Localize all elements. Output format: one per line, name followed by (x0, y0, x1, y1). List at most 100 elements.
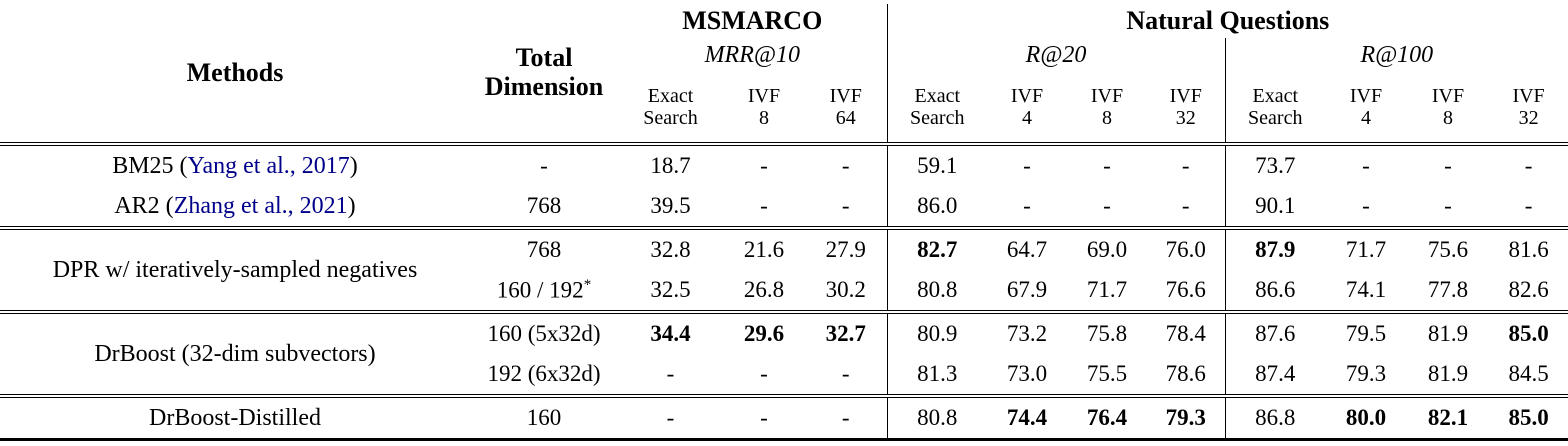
metric-value: 74.4 (987, 394, 1068, 440)
metric-value: 81.6 (1489, 226, 1568, 270)
method-name: BM25 (Yang et al., 2017) (0, 142, 470, 186)
metric-value: - (1067, 142, 1148, 186)
metric-value: 59.1 (886, 142, 988, 186)
metric-value: 26.8 (743, 277, 785, 302)
total-dimension-value: 160 (5x32d) (470, 310, 618, 354)
metric-value: 27.9 (805, 226, 888, 270)
metric-value: - (841, 361, 850, 386)
metric-value: 75.8 (1067, 310, 1148, 354)
col-header-r20-ivf-4: IVF 4 (1010, 84, 1044, 129)
metric-value: 90.1 (1224, 186, 1326, 228)
col-header-r20-ivf-32: IVF 32 (1169, 84, 1202, 129)
metric-value: 82.1 (1407, 394, 1490, 440)
metric-value: - (1147, 142, 1226, 186)
metric-value: 79.3 (1147, 394, 1226, 440)
total-dimension-value: 160 / 192* (496, 276, 592, 303)
metric-value: 21.6 (723, 226, 805, 270)
metric-value: 86.0 (886, 186, 988, 228)
metric-value: 78.6 (1165, 361, 1206, 386)
nq-group-header: Natural Questions (886, 4, 1568, 38)
metric-value: 85.0 (1489, 394, 1568, 440)
metric-value: 87.6 (1224, 310, 1326, 354)
metric-value: - (666, 361, 675, 386)
metric-value: 29.6 (723, 310, 805, 354)
total-dimension-line1: Total (515, 43, 573, 73)
metric-value: - (618, 394, 723, 440)
metric-value: - (1489, 142, 1568, 186)
metric-value: 69.0 (1067, 226, 1148, 270)
metric-value: - (760, 361, 768, 386)
metric-value: - (723, 142, 805, 186)
mrr10-metric-header: MRR@10 (704, 41, 800, 68)
table-row-dpr-768: DPR w/ iteratively-sampled negatives 768… (0, 226, 1568, 312)
metric-value: 80.8 (886, 394, 988, 440)
table-row-bm25: BM25 (Yang et al., 2017) - 18.7 - - 59.1… (0, 142, 1568, 186)
metric-value: 32.5 (650, 277, 691, 302)
metric-value: 82.7 (886, 226, 988, 270)
table-row-drboost-192: 192 (6x32d) - - - 81.3 73.0 75.5 78.6 87… (0, 354, 1568, 396)
metric-value: 32.8 (618, 226, 723, 270)
metric-value: 64.7 (987, 226, 1068, 270)
metric-value: 81.3 (886, 354, 988, 396)
method-name: DPR w/ iteratively-sampled negatives (0, 226, 470, 312)
table-row-dpr-160: 160 / 192* 32.5 26.8 30.2 80.8 67.9 71.7… (0, 270, 1568, 312)
metric-value: - (987, 142, 1068, 186)
metric-value: 73.2 (987, 310, 1068, 354)
total-dimension-header: Total Dimension (470, 4, 618, 144)
col-header-r20-ivf-8: IVF 8 (1090, 84, 1124, 129)
metric-value: 86.6 (1224, 270, 1326, 312)
metric-value: 76.4 (1067, 394, 1148, 440)
header-metric-row: MRR@10 R@20 R@100 (0, 38, 1568, 72)
metric-value: 77.8 (1427, 277, 1469, 302)
citation-link-yang-2017[interactable]: Yang et al., 2017 (187, 152, 350, 179)
footnote-marker: * (583, 276, 592, 293)
r20-metric-header: R@20 (886, 38, 1226, 72)
metric-value: 71.7 (1325, 226, 1408, 270)
method-name: AR2 (Zhang et al., 2021) (114, 192, 356, 219)
methods-header: Methods (186, 57, 284, 87)
total-dimension-value: 768 (470, 226, 618, 270)
metric-value: - (1023, 193, 1031, 218)
metric-value: - (760, 193, 768, 218)
metric-value: 78.4 (1147, 310, 1226, 354)
metric-value: 18.7 (618, 142, 723, 186)
metric-value: - (805, 142, 888, 186)
metric-value: 75.5 (1086, 361, 1128, 386)
table-row-drboost-160: DrBoost (32-dim subvectors) 160 (5x32d) … (0, 310, 1568, 396)
metric-value: 84.5 (1508, 361, 1549, 386)
total-dimension-value: 192 (6x32d) (487, 361, 601, 386)
table-row-ar2: AR2 (Zhang et al., 2021) 768 39.5 - - 86… (0, 186, 1568, 228)
metric-value: 81.9 (1427, 361, 1469, 386)
metric-value: 39.5 (650, 193, 691, 218)
metric-value: - (1524, 193, 1533, 218)
table-row-drboost-distilled: DrBoost-Distilled 160 - - - 80.8 74.4 76… (0, 394, 1568, 440)
metric-value: - (1362, 193, 1370, 218)
col-header-r20-exact-search: Exact Search (886, 72, 988, 144)
col-header-msmarco-ivf-8: IVF 8 (747, 84, 781, 129)
total-dimension-value: 768 (526, 193, 562, 218)
col-header-msmarco-ivf-64: IVF 64 (829, 84, 862, 129)
metric-value: 82.6 (1508, 277, 1549, 302)
total-dimension-value: 160 (470, 394, 618, 440)
total-dimension-line2: Dimension (484, 72, 604, 101)
metric-value: 85.0 (1489, 310, 1568, 354)
col-header-r100-ivf-8: IVF 8 (1431, 84, 1465, 129)
metric-value: 80.8 (886, 270, 988, 312)
metric-value: 79.5 (1325, 310, 1408, 354)
header-group-row: Methods Total Dimension MSMARCO Natural … (0, 4, 1568, 101)
method-name: DrBoost-Distilled (0, 394, 470, 440)
metric-value: 80.0 (1325, 394, 1408, 440)
metric-value: 81.9 (1407, 310, 1490, 354)
r100-metric-header: R@100 (1224, 38, 1568, 72)
metric-value: 80.9 (886, 310, 988, 354)
metric-value: 76.6 (1165, 277, 1206, 302)
metric-value: - (723, 394, 805, 440)
metric-value: 87.4 (1224, 354, 1326, 396)
col-header-r100-ivf-4: IVF 4 (1349, 84, 1383, 129)
metric-value: - (1444, 193, 1452, 218)
citation-link-zhang-2021[interactable]: Zhang et al., 2021 (173, 192, 348, 219)
metric-value: - (1181, 193, 1190, 218)
metric-value: 86.8 (1224, 394, 1326, 440)
msmarco-group-header: MSMARCO (682, 6, 823, 35)
col-header-r100-exact-search: Exact Search (1224, 72, 1326, 144)
